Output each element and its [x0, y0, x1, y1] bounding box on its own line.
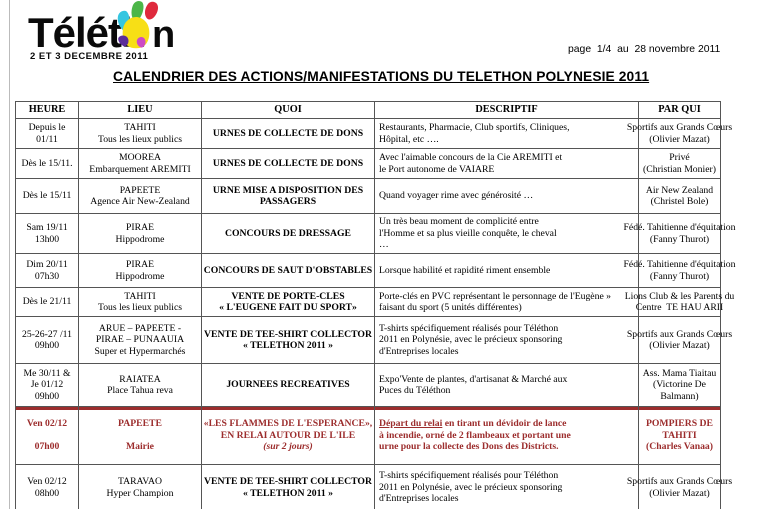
svg-text:2 ET 3 DECEMBRE 2011: 2 ET 3 DECEMBRE 2011 — [30, 51, 148, 62]
svg-text:n: n — [152, 14, 175, 56]
